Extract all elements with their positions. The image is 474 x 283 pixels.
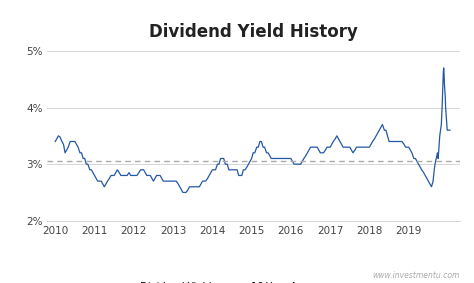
- Legend: Dividend Yield, 10-Year Average: Dividend Yield, 10-Year Average: [106, 278, 336, 283]
- Title: Dividend Yield History: Dividend Yield History: [149, 23, 358, 41]
- Text: www.investmentu.com: www.investmentu.com: [373, 271, 460, 280]
